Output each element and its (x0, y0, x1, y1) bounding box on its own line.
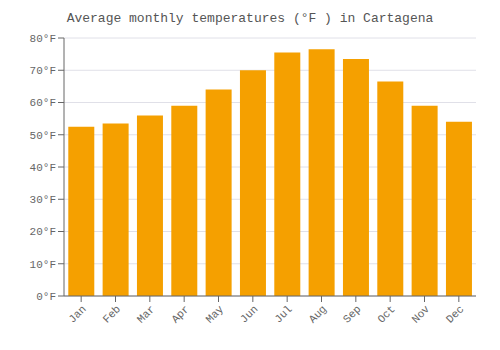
svg-text:Jan: Jan (66, 303, 88, 325)
svg-text:70°F: 70°F (30, 65, 56, 77)
svg-text:10°F: 10°F (30, 259, 56, 271)
svg-text:Nov: Nov (410, 303, 433, 326)
svg-text:Sep: Sep (341, 303, 363, 325)
svg-text:0°F: 0°F (36, 291, 56, 303)
svg-text:Feb: Feb (101, 303, 123, 325)
svg-text:50°F: 50°F (30, 130, 56, 142)
svg-text:Jul: Jul (272, 303, 294, 325)
svg-text:Dec: Dec (444, 303, 466, 325)
svg-text:Oct: Oct (375, 303, 397, 325)
svg-text:20°F: 20°F (30, 226, 56, 238)
svg-text:40°F: 40°F (30, 162, 56, 174)
svg-text:60°F: 60°F (30, 97, 56, 109)
svg-text:Jun: Jun (238, 303, 260, 325)
svg-text:Mar: Mar (135, 303, 157, 325)
html-text:Average monthly temperatures (: Average monthly temperatures (°F ) in Ca… (66, 11, 434, 26)
svg-text:30°F: 30°F (30, 194, 56, 206)
svg-text:Apr: Apr (169, 303, 191, 325)
svg-text:May: May (204, 303, 227, 326)
svg-text:Aug: Aug (307, 303, 329, 325)
svg-text:80°F: 80°F (30, 33, 56, 45)
